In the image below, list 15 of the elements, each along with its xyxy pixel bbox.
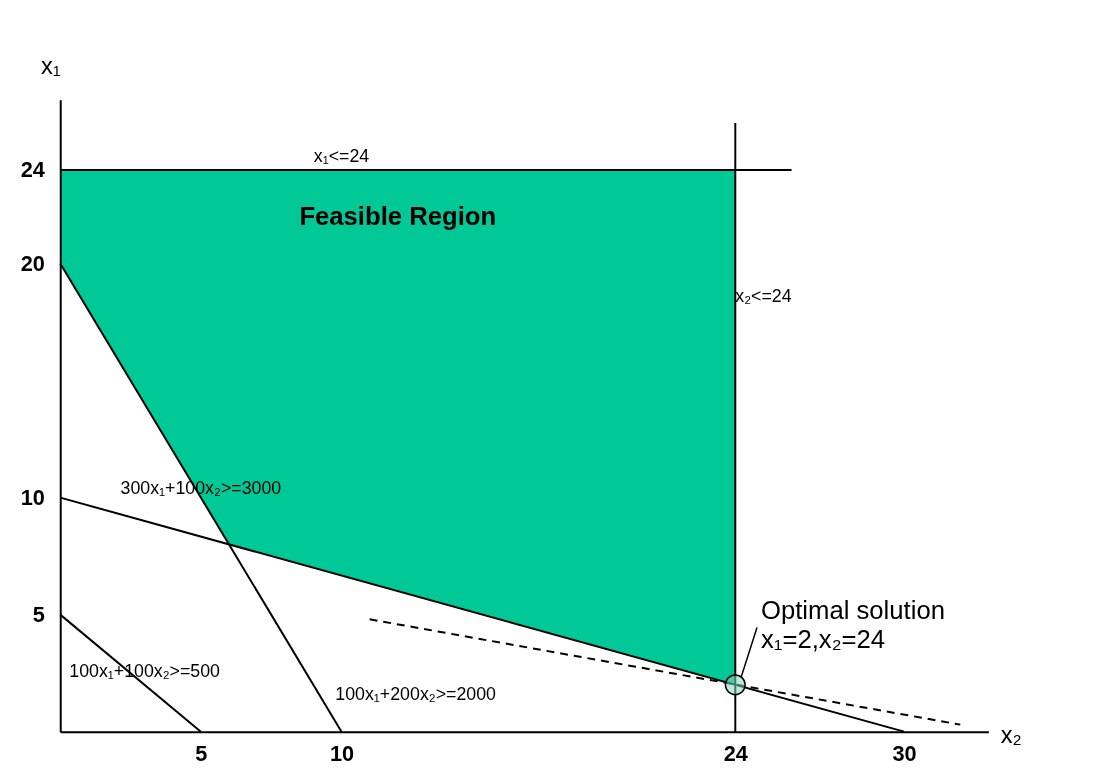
x-axis-title: x₂ bbox=[1000, 722, 1022, 748]
y-tick-label: 20 bbox=[20, 250, 45, 276]
annotation: x₁<=24 bbox=[313, 146, 370, 166]
x-tick-label: 24 bbox=[723, 740, 748, 766]
y-tick-label: 10 bbox=[20, 484, 45, 510]
x-tick-label: 5 bbox=[195, 740, 208, 766]
x-tick-label: 10 bbox=[329, 740, 355, 766]
annotation: Optimal solution x₁=2,x₂=24 bbox=[760, 595, 945, 654]
y-tick-label: 5 bbox=[32, 602, 45, 628]
annotation: 100x₁+200x₂>=2000 bbox=[335, 684, 497, 705]
annotation: Feasible Region bbox=[299, 201, 497, 230]
annotation: x₂<=24 bbox=[735, 286, 792, 307]
y-tick-label: 24 bbox=[20, 157, 45, 183]
y-axis-title: x₁ bbox=[40, 52, 61, 79]
x-tick-label: 30 bbox=[892, 740, 917, 766]
